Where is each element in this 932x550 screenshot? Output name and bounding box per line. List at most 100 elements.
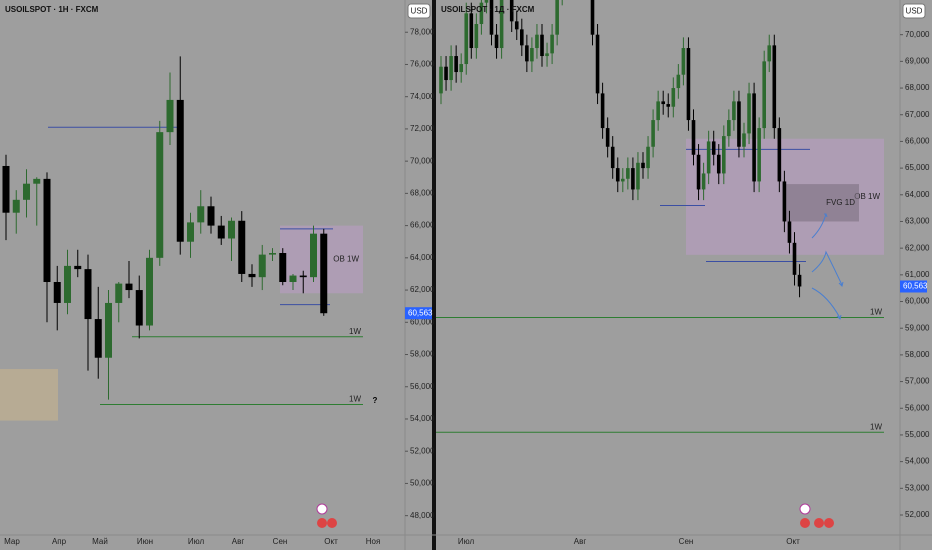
- currency: USD: [906, 7, 923, 16]
- y-tick-label: 60,000: [905, 297, 930, 306]
- candle-body: [166, 99, 174, 133]
- y-tick-label: 64,000: [905, 190, 930, 199]
- candle-body: [621, 178, 625, 182]
- candle-body: [469, 13, 474, 49]
- candle-body: [610, 146, 615, 169]
- annotation: ?: [373, 396, 378, 405]
- zone: [0, 369, 58, 421]
- last-price-tag: [405, 307, 432, 320]
- candle-body: [207, 206, 215, 226]
- candle-body: [615, 168, 620, 182]
- y-tick-label: 52,000: [905, 510, 930, 519]
- x-tick-label: Окт: [324, 537, 338, 546]
- candle-body: [595, 34, 600, 94]
- candle-body: [661, 101, 665, 105]
- candle-body: [752, 93, 756, 182]
- candle-body: [494, 34, 499, 49]
- x-tick-label: Июн: [137, 537, 153, 546]
- candle-body: [626, 168, 630, 179]
- y-tick-label: 68,000: [410, 188, 435, 197]
- candle-body: [530, 48, 534, 62]
- candle-body: [671, 88, 676, 107]
- candle-body: [600, 93, 605, 129]
- y-tick-label: 68,000: [905, 83, 930, 92]
- y-tick-label: 58,000: [905, 350, 930, 359]
- x-tick-label: Сен: [679, 537, 694, 546]
- y-tick-label: 56,000: [905, 403, 930, 412]
- candle-body: [631, 168, 635, 190]
- candle-body: [156, 132, 164, 258]
- candle-body: [535, 34, 539, 49]
- y-tick-label: 64,000: [410, 253, 435, 262]
- candle-body: [641, 162, 645, 169]
- currency-box: [407, 3, 431, 19]
- y-tick-label: 62,000: [905, 243, 930, 252]
- x-tick-label: Сен: [273, 537, 288, 546]
- y-tick-label: 59,000: [905, 323, 930, 332]
- x-tick-label: Авг: [232, 537, 245, 546]
- candle-body: [716, 154, 721, 174]
- zone-label: FVG 1D: [826, 198, 855, 207]
- candle-body: [747, 93, 751, 134]
- forecast-arrows: [811, 213, 844, 320]
- candle-body: [105, 302, 112, 358]
- currency-box: [902, 3, 926, 19]
- candle-body: [656, 101, 660, 121]
- x-tick-label: Ноя: [366, 537, 381, 546]
- x-tick-label: Авг: [574, 537, 587, 546]
- candle-body: [258, 254, 266, 278]
- y-tick-label: 58,000: [410, 350, 435, 359]
- candle-body: [787, 221, 792, 243]
- y-tick-label: 72,000: [410, 124, 435, 133]
- zone-label: OB 1W: [333, 255, 359, 264]
- candle-body: [474, 24, 479, 49]
- y-tick-label: 78,000: [410, 27, 435, 36]
- y-tick-label: 70,000: [905, 30, 930, 39]
- candle-body: [555, 0, 559, 35]
- y-tick-label: 57,000: [905, 377, 930, 386]
- candle-body: [310, 233, 317, 278]
- candle-body: [489, 0, 494, 35]
- candle-body: [727, 120, 731, 137]
- candle-body: [499, 0, 504, 49]
- candle-body: [691, 120, 696, 155]
- candle-body: [248, 273, 256, 278]
- y-tick-label: 61,000: [905, 270, 930, 279]
- candle-body: [737, 101, 741, 147]
- candle-body: [289, 275, 297, 283]
- candle-body: [459, 64, 463, 73]
- candle-body: [176, 99, 184, 242]
- candle-body: [269, 252, 276, 255]
- chart-title: USOILSPOT · 1Н · FXCM: [5, 5, 99, 14]
- candle-body: [590, 0, 595, 35]
- candle-body: [33, 178, 41, 184]
- currency: USD: [411, 7, 428, 16]
- x-tick-label: Июл: [458, 537, 475, 546]
- candle-body: [444, 66, 448, 81]
- candle-body: [125, 283, 133, 291]
- candle-body: [772, 45, 777, 129]
- candle-body: [464, 13, 469, 65]
- y-tick-label: 69,000: [905, 56, 930, 65]
- last-price-label: 60,563: [408, 308, 433, 317]
- x-tick-label: Мар: [4, 537, 20, 546]
- candle-body: [792, 242, 797, 275]
- candle-body: [23, 183, 30, 200]
- candle-body: [646, 146, 650, 169]
- candle-body: [299, 275, 307, 278]
- last-price-label: 60,563: [903, 282, 928, 291]
- candle-body: [540, 34, 544, 57]
- candle-body: [197, 206, 205, 223]
- x-tick-label: Апр: [52, 537, 67, 546]
- candle-body: [605, 128, 610, 147]
- y-tick-label: 48,000: [410, 511, 435, 520]
- y-tick-label: 66,000: [905, 137, 930, 146]
- y-tick-label: 63,000: [905, 217, 930, 226]
- candle-body: [767, 45, 772, 62]
- candle-body: [238, 220, 246, 274]
- candle-body: [782, 181, 787, 222]
- pane-separator: [432, 0, 436, 550]
- level-label: 1W: [349, 395, 361, 404]
- candle-body: [320, 233, 328, 314]
- chart-title: USOILSPOT · 1Д · FXCM: [441, 5, 535, 14]
